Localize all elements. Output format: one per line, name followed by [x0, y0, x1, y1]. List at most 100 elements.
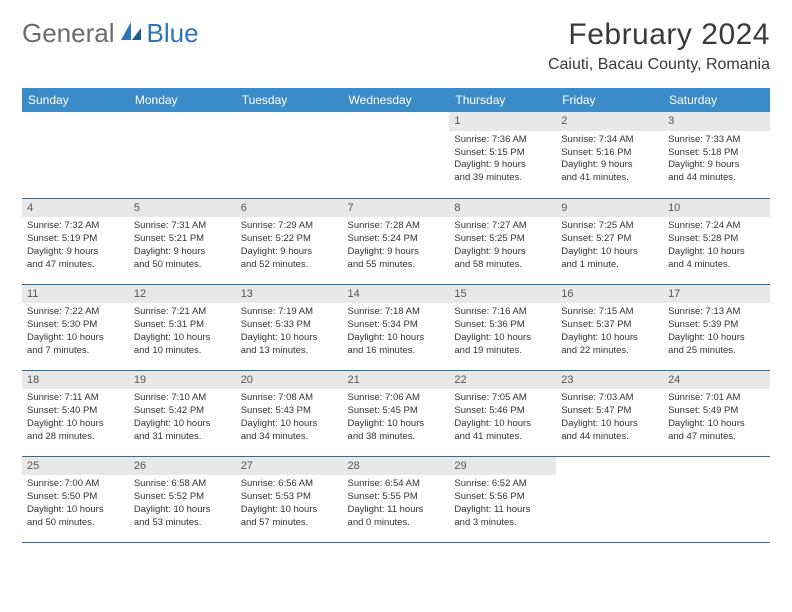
sunrise-line: Sunrise: 7:29 AM [241, 220, 338, 233]
daylight-line-1: Daylight: 10 hours [241, 504, 338, 517]
day-number: 19 [129, 371, 236, 390]
sunset-line: Sunset: 5:27 PM [561, 233, 658, 246]
daylight-line-2: and 0 minutes. [348, 517, 445, 530]
sunrise-line: Sunrise: 7:36 AM [454, 134, 551, 147]
calendar-cell: 2Sunrise: 7:34 AMSunset: 5:16 PMDaylight… [556, 112, 663, 198]
weekday-sunday: Sunday [22, 88, 129, 112]
sunset-line: Sunset: 5:53 PM [241, 491, 338, 504]
daylight-line-2: and 38 minutes. [348, 431, 445, 444]
logo-text-blue: Blue [147, 18, 199, 49]
sunrise-line: Sunrise: 7:19 AM [241, 306, 338, 319]
sunset-line: Sunset: 5:39 PM [668, 319, 765, 332]
calendar-cell: 4Sunrise: 7:32 AMSunset: 5:19 PMDaylight… [22, 198, 129, 284]
day-number: 25 [22, 457, 129, 476]
daylight-line-2: and 19 minutes. [454, 345, 551, 358]
daylight-line-1: Daylight: 10 hours [134, 418, 231, 431]
daylight-line-1: Daylight: 10 hours [668, 246, 765, 259]
day-number: 27 [236, 457, 343, 476]
daylight-line-2: and 44 minutes. [561, 431, 658, 444]
day-number: 24 [663, 371, 770, 390]
calendar-week: 4Sunrise: 7:32 AMSunset: 5:19 PMDaylight… [22, 198, 770, 284]
weekday-tuesday: Tuesday [236, 88, 343, 112]
day-number: 9 [556, 199, 663, 218]
header: General Blue February 2024 Caiuti, Bacau… [22, 18, 770, 74]
daylight-line-2: and 13 minutes. [241, 345, 338, 358]
calendar-cell: 14Sunrise: 7:18 AMSunset: 5:34 PMDayligh… [343, 284, 450, 370]
logo-sail-icon [119, 18, 143, 49]
calendar-cell: 12Sunrise: 7:21 AMSunset: 5:31 PMDayligh… [129, 284, 236, 370]
day-number: 6 [236, 199, 343, 218]
sunrise-line: Sunrise: 7:10 AM [134, 392, 231, 405]
logo: General Blue [22, 18, 199, 49]
daylight-line-1: Daylight: 9 hours [134, 246, 231, 259]
daylight-line-2: and 50 minutes. [27, 517, 124, 530]
sunset-line: Sunset: 5:49 PM [668, 405, 765, 418]
sunrise-line: Sunrise: 7:01 AM [668, 392, 765, 405]
day-number: 18 [22, 371, 129, 390]
daylight-line-2: and 53 minutes. [134, 517, 231, 530]
day-number: 11 [22, 285, 129, 304]
calendar-week: 25Sunrise: 7:00 AMSunset: 5:50 PMDayligh… [22, 456, 770, 542]
sunrise-line: Sunrise: 7:22 AM [27, 306, 124, 319]
daylight-line-2: and 7 minutes. [27, 345, 124, 358]
sunset-line: Sunset: 5:18 PM [668, 147, 765, 160]
sunrise-line: Sunrise: 7:28 AM [348, 220, 445, 233]
daylight-line-1: Daylight: 10 hours [561, 332, 658, 345]
day-number: 2 [556, 112, 663, 131]
calendar-cell: 10Sunrise: 7:24 AMSunset: 5:28 PMDayligh… [663, 198, 770, 284]
daylight-line-2: and 50 minutes. [134, 259, 231, 272]
daylight-line-1: Daylight: 10 hours [561, 418, 658, 431]
calendar-cell: 27Sunrise: 6:56 AMSunset: 5:53 PMDayligh… [236, 456, 343, 542]
sunrise-line: Sunrise: 7:33 AM [668, 134, 765, 147]
sunrise-line: Sunrise: 7:27 AM [454, 220, 551, 233]
sunset-line: Sunset: 5:40 PM [27, 405, 124, 418]
sunset-line: Sunset: 5:30 PM [27, 319, 124, 332]
calendar-cell: 23Sunrise: 7:03 AMSunset: 5:47 PMDayligh… [556, 370, 663, 456]
sunset-line: Sunset: 5:21 PM [134, 233, 231, 246]
daylight-line-2: and 57 minutes. [241, 517, 338, 530]
day-number: 15 [449, 285, 556, 304]
sunrise-line: Sunrise: 7:06 AM [348, 392, 445, 405]
calendar-cell [129, 112, 236, 198]
sunrise-line: Sunrise: 7:11 AM [27, 392, 124, 405]
daylight-line-1: Daylight: 10 hours [668, 418, 765, 431]
sunrise-line: Sunrise: 7:16 AM [454, 306, 551, 319]
sunrise-line: Sunrise: 6:52 AM [454, 478, 551, 491]
daylight-line-1: Daylight: 10 hours [134, 504, 231, 517]
sunset-line: Sunset: 5:31 PM [134, 319, 231, 332]
daylight-line-2: and 58 minutes. [454, 259, 551, 272]
calendar-cell: 1Sunrise: 7:36 AMSunset: 5:15 PMDaylight… [449, 112, 556, 198]
daylight-line-1: Daylight: 11 hours [348, 504, 445, 517]
daylight-line-2: and 1 minute. [561, 259, 658, 272]
calendar-cell: 3Sunrise: 7:33 AMSunset: 5:18 PMDaylight… [663, 112, 770, 198]
sunset-line: Sunset: 5:45 PM [348, 405, 445, 418]
calendar-cell: 5Sunrise: 7:31 AMSunset: 5:21 PMDaylight… [129, 198, 236, 284]
day-number: 23 [556, 371, 663, 390]
weekday-friday: Friday [556, 88, 663, 112]
sunset-line: Sunset: 5:55 PM [348, 491, 445, 504]
daylight-line-2: and 16 minutes. [348, 345, 445, 358]
daylight-line-2: and 34 minutes. [241, 431, 338, 444]
day-number: 28 [343, 457, 450, 476]
calendar-cell: 6Sunrise: 7:29 AMSunset: 5:22 PMDaylight… [236, 198, 343, 284]
daylight-line-2: and 47 minutes. [668, 431, 765, 444]
sunrise-line: Sunrise: 7:05 AM [454, 392, 551, 405]
daylight-line-2: and 4 minutes. [668, 259, 765, 272]
daylight-line-1: Daylight: 9 hours [561, 159, 658, 172]
sunrise-line: Sunrise: 7:15 AM [561, 306, 658, 319]
calendar-week: 1Sunrise: 7:36 AMSunset: 5:15 PMDaylight… [22, 112, 770, 198]
weekday-header-row: Sunday Monday Tuesday Wednesday Thursday… [22, 88, 770, 112]
calendar-table: Sunday Monday Tuesday Wednesday Thursday… [22, 88, 770, 543]
sunset-line: Sunset: 5:24 PM [348, 233, 445, 246]
daylight-line-1: Daylight: 10 hours [241, 332, 338, 345]
calendar-cell: 16Sunrise: 7:15 AMSunset: 5:37 PMDayligh… [556, 284, 663, 370]
day-number: 10 [663, 199, 770, 218]
sunset-line: Sunset: 5:43 PM [241, 405, 338, 418]
calendar-body: 1Sunrise: 7:36 AMSunset: 5:15 PMDaylight… [22, 112, 770, 542]
calendar-cell: 26Sunrise: 6:58 AMSunset: 5:52 PMDayligh… [129, 456, 236, 542]
day-number: 16 [556, 285, 663, 304]
daylight-line-2: and 3 minutes. [454, 517, 551, 530]
sunrise-line: Sunrise: 7:18 AM [348, 306, 445, 319]
sunset-line: Sunset: 5:22 PM [241, 233, 338, 246]
sunrise-line: Sunrise: 7:08 AM [241, 392, 338, 405]
